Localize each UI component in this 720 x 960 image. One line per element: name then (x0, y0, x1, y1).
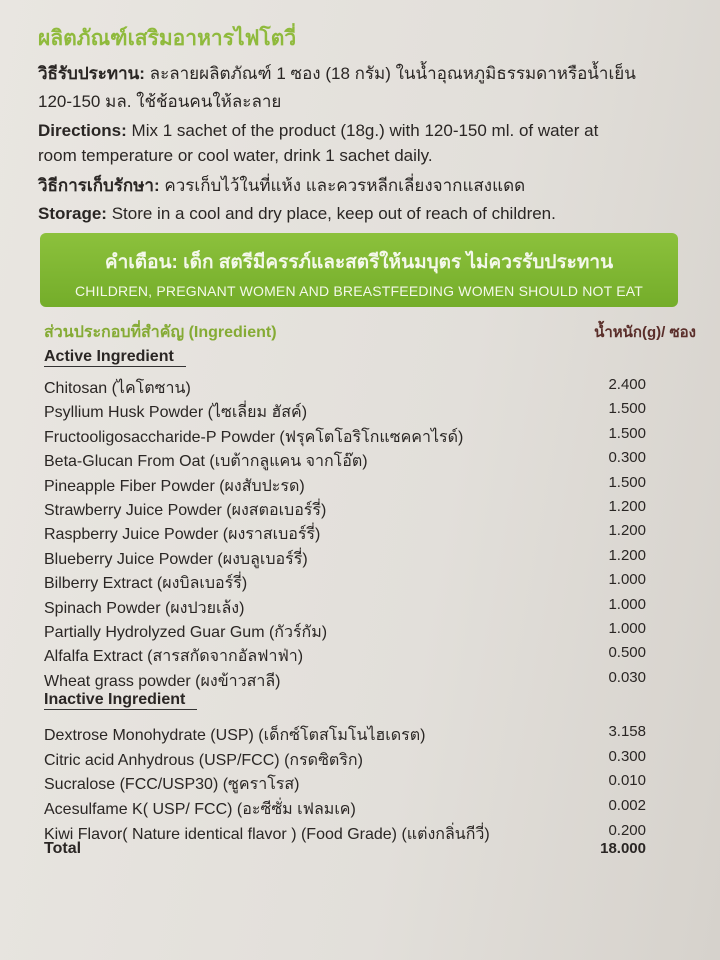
ingredient-weight: 18.000 (600, 840, 646, 858)
ingredient-name: Wheat grass powder (ผงข้าวสาลี) (44, 672, 281, 690)
ingredient-weight: 0.030 (608, 668, 646, 686)
storage-th: วิธีการเก็บรักษา: ควรเก็บไว้ในที่แห้ง แล… (38, 176, 526, 195)
ingredient-weight: 1.500 (608, 400, 646, 418)
ingredient-row: Dextrose Monohydrate (USP) (เด็กซ์โตสโมโ… (44, 723, 646, 748)
ingredients-header: ส่วนประกอบที่สำคัญ (Ingredient) (44, 324, 277, 341)
ingredient-row: Citric acid Anhydrous (USP/FCC) (กรดซิตร… (44, 748, 646, 773)
ingredient-name: Total (44, 840, 82, 858)
ingredient-weight: 0.200 (608, 821, 646, 839)
ingredient-weight: 3.158 (608, 723, 646, 741)
directions-th-2: 120-150 มล. ใช้ช้อนคนให้ละลาย (38, 92, 282, 111)
ingredient-name: Bilberry Extract (ผงบิลเบอร์รี่) (44, 575, 248, 593)
ingredient-row: Blueberry Juice Powder (ผงบลูเบอร์รี่) 1.… (44, 547, 646, 572)
warning-en: CHILDREN, PREGNANT WOMEN AND BREASTFEEDI… (75, 283, 643, 299)
ingredient-row: Fructooligosaccharide-P Powder (ฟรุคโตโอ… (44, 425, 646, 450)
ingredient-row: Sucralose (FCC/USP30) (ซูคราโรส) 0.010 (44, 772, 646, 797)
directions-en-2: room temperature or cool water, drink 1 … (38, 146, 433, 165)
ingredient-weight: 1.000 (608, 571, 646, 589)
ingredient-row: Partially Hydrolyzed Guar Gum (กัวร์กัม)… (44, 620, 646, 645)
ingredient-name: Chitosan (ไคโตซาน) (44, 380, 191, 397)
ingredient-row: Chitosan (ไคโตซาน) 2.400 (44, 376, 646, 401)
ingredient-name: Dextrose Monohydrate (USP) (เด็กซ์โตสโมโ… (44, 727, 426, 745)
ingredient-weight: 1.200 (608, 498, 646, 515)
ingredient-weight: 0.300 (608, 449, 646, 467)
ingredient-row: Total 18.000 (44, 840, 646, 858)
directions-en: Directions: Mix 1 sachet of the product … (38, 121, 599, 140)
section-label: Inactive Ingredient (44, 691, 198, 711)
ingredient-row: Kiwi Flavor( Nature identical flavor ) (… (44, 822, 646, 847)
ingredient-name: Fructooligosaccharide-P Powder (ฟรุคโตโอ… (44, 428, 464, 446)
directions-th: วิธีรับประทาน: ละลายผลิตภัณฑ์ 1 ซอง (18 … (38, 64, 636, 83)
ingredient-weight: 2.400 (608, 376, 646, 393)
warning-th: คำเตือน: เด็ก สตรีมีครรภ์และสตรีให้นมบุต… (104, 252, 614, 273)
ingredient-name: Beta-Glucan From Oat (เบต้ากลูแคน จากโอ๊… (44, 453, 368, 471)
ingredient-weight: 1.200 (608, 546, 646, 564)
ingredient-row: Wheat grass powder (ผงข้าวสาลี) 0.030 (44, 669, 646, 694)
ingredient-name: Strawberry Juice Powder (ผงสตอเบอร์รี่) (44, 502, 327, 519)
ingredient-name: Psyllium Husk Powder (ไซเลี่ยม ฮัสค์) (44, 404, 308, 422)
warning-banner: คำเตือน: เด็ก สตรีมีครรภ์และสตรีให้นมบุต… (40, 233, 678, 307)
ingredient-name: Kiwi Flavor( Nature identical flavor ) (… (44, 825, 490, 843)
storage-en: Storage: Store in a cool and dry place, … (38, 204, 556, 223)
ingredient-row: Bilberry Extract (ผงบิลเบอร์รี่) 1.000 (44, 571, 646, 596)
ingredient-weight: 0.300 (608, 747, 646, 765)
ingredient-name: Raspberry Juice Powder (ผงราสเบอร์รี่) (44, 526, 321, 544)
ingredient-name: Alfalfa Extract (สารสกัดจากอัลฟาฟ่า) (44, 648, 304, 666)
ingredient-weight: 1.000 (608, 620, 646, 637)
ingredient-name: Spinach Powder (ผงปวยเล้ง) (44, 599, 245, 617)
ingredient-weight: 0.010 (608, 772, 646, 790)
ingredient-row: Acesulfame K( USP/ FCC) (อะซีซั่ม เฟลมเค… (44, 797, 646, 822)
ingredient-name: Acesulfame K( USP/ FCC) (อะซีซั่ม เฟลมเค… (44, 801, 356, 818)
ingredient-name: Pineapple Fiber Powder (ผงสับปะรด) (44, 477, 305, 495)
ingredient-name: Sucralose (FCC/USP30) (ซูคราโรส) (44, 776, 300, 794)
ingredient-weight: 0.500 (608, 644, 646, 662)
ingredient-row: Strawberry Juice Powder (ผงสตอเบอร์รี่) 1… (44, 498, 646, 523)
weight-header: น้ำหนัก(g)/ ซอง (594, 324, 696, 341)
ingredient-name: Citric acid Anhydrous (USP/FCC) (กรดซิตร… (44, 751, 363, 769)
ingredient-row: Alfalfa Extract (สารสกัดจากอัลฟาฟ่า) 0.50… (44, 644, 646, 669)
ingredient-row: Pineapple Fiber Powder (ผงสับปะรด) 1.500 (44, 474, 646, 499)
ingredient-row: Psyllium Husk Powder (ไซเลี่ยม ฮัสค์) 1.5… (44, 400, 646, 425)
ingredient-weight: 1.000 (608, 595, 646, 613)
section-label: Active Ingredient (44, 348, 186, 367)
ingredient-weight: 1.500 (608, 424, 646, 442)
ingredient-weight: 0.002 (608, 797, 646, 814)
ingredient-row: Raspberry Juice Powder (ผงราสเบอร์รี่) 1.… (44, 522, 646, 547)
ingredient-weight: 1.200 (608, 522, 646, 540)
ingredient-name: Blueberry Juice Powder (ผงบลูเบอร์รี่) (44, 550, 308, 568)
ingredient-row: Spinach Powder (ผงปวยเล้ง) 1.000 (44, 596, 646, 621)
ingredient-row: Beta-Glucan From Oat (เบต้ากลูแคน จากโอ๊… (44, 449, 646, 474)
ingredient-name: Partially Hydrolyzed Guar Gum (กัวร์กัม) (44, 624, 328, 641)
product-title: ผลิตภัณฑ์เสริมอาหารไฟโตวี่ (38, 27, 297, 50)
ingredient-weight: 1.500 (608, 473, 646, 491)
